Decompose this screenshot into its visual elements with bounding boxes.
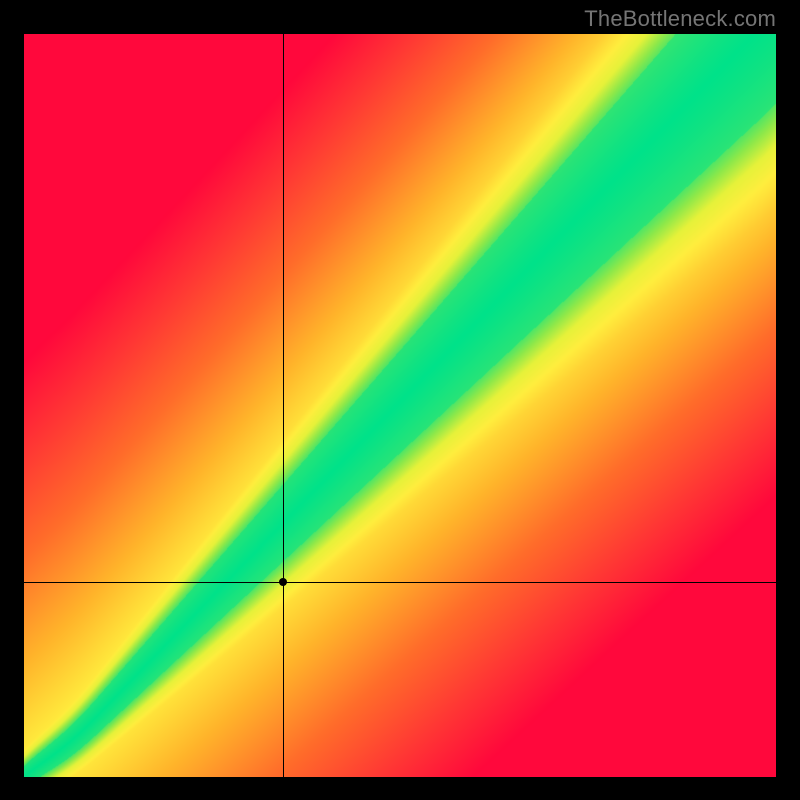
watermark-text: TheBottleneck.com	[584, 6, 776, 32]
heatmap-canvas	[24, 34, 776, 777]
crosshair-vertical	[283, 34, 284, 777]
crosshair-horizontal	[24, 582, 776, 583]
plot-area	[24, 34, 776, 777]
crosshair-marker-dot	[279, 578, 287, 586]
chart-container: TheBottleneck.com	[0, 0, 800, 800]
